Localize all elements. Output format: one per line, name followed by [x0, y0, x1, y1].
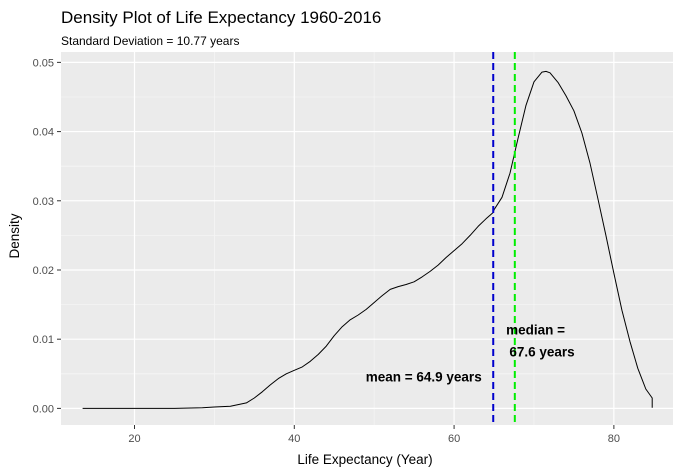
y-tick-label: 0.00 — [33, 403, 54, 415]
y-tick-label: 0.02 — [33, 265, 54, 277]
y-tick-label: 0.01 — [33, 334, 54, 346]
chart-title: Density Plot of Life Expectancy 1960-201… — [61, 8, 381, 27]
y-tick-label: 0.04 — [33, 127, 54, 139]
x-axis: 20 40 60 80 — [128, 425, 620, 445]
x-tick-label: 20 — [128, 433, 140, 445]
reference-lines — [492, 52, 516, 425]
x-axis-title: Life Expectancy (Year) — [297, 452, 432, 467]
x-tick-label: 40 — [288, 433, 300, 445]
x-tick-label: 60 — [448, 433, 460, 445]
y-axis: 0.00 0.01 0.02 0.03 0.04 0.05 — [33, 57, 61, 415]
major-gridlines — [61, 52, 673, 425]
density-series — [82, 70, 653, 409]
y-axis-title: Density — [7, 213, 22, 258]
chart-subtitle: Standard Deviation = 10.77 years — [61, 34, 239, 48]
x-tick-label: 80 — [608, 433, 620, 445]
plot-panel — [61, 52, 673, 425]
density-curve — [82, 70, 653, 409]
annotation-label: median = — [506, 323, 565, 338]
y-tick-label: 0.03 — [33, 196, 54, 208]
y-tick-label: 0.05 — [33, 57, 54, 69]
minor-gridlines — [61, 52, 673, 425]
annotation-label: mean = 64.9 years — [366, 370, 482, 385]
annotation-label: 67.6 years — [509, 345, 574, 360]
annotations: mean = 64.9 years median = 67.6 years — [366, 323, 575, 385]
